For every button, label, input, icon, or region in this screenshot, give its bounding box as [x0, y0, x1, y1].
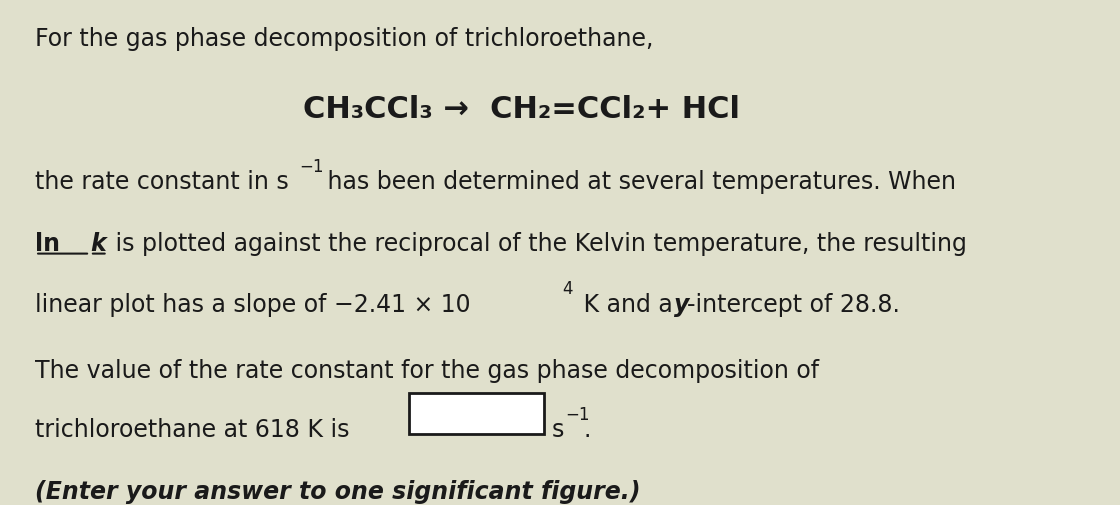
Text: 4: 4 [562, 280, 573, 298]
Text: the rate constant in s: the rate constant in s [35, 170, 289, 194]
Text: −1: −1 [566, 406, 590, 424]
Text: For the gas phase decomposition of trichloroethane,: For the gas phase decomposition of trich… [35, 27, 654, 51]
Text: has been determined at several temperatures. When: has been determined at several temperatu… [319, 170, 955, 194]
FancyBboxPatch shape [410, 393, 544, 434]
Text: linear plot has a slope of −2.41 × 10: linear plot has a slope of −2.41 × 10 [35, 293, 470, 317]
Text: y: y [674, 293, 690, 317]
Text: k: k [90, 232, 105, 256]
Text: .: . [584, 418, 590, 442]
Text: (Enter your answer to one significant figure.): (Enter your answer to one significant fi… [35, 480, 641, 504]
Text: The value of the rate constant for the gas phase decomposition of: The value of the rate constant for the g… [35, 359, 820, 383]
Text: K and a: K and a [576, 293, 680, 317]
Text: trichloroethane at 618 K is: trichloroethane at 618 K is [35, 418, 349, 442]
Text: CH₃CCl₃ →  CH₂=CCl₂+ HCl: CH₃CCl₃ → CH₂=CCl₂+ HCl [302, 95, 739, 124]
Text: −1: −1 [299, 158, 324, 176]
Text: -intercept of 28.8.: -intercept of 28.8. [687, 293, 899, 317]
Text: s: s [552, 418, 564, 442]
Text: is plotted against the reciprocal of the Kelvin temperature, the resulting: is plotted against the reciprocal of the… [108, 232, 967, 256]
Text: ln: ln [35, 232, 68, 256]
